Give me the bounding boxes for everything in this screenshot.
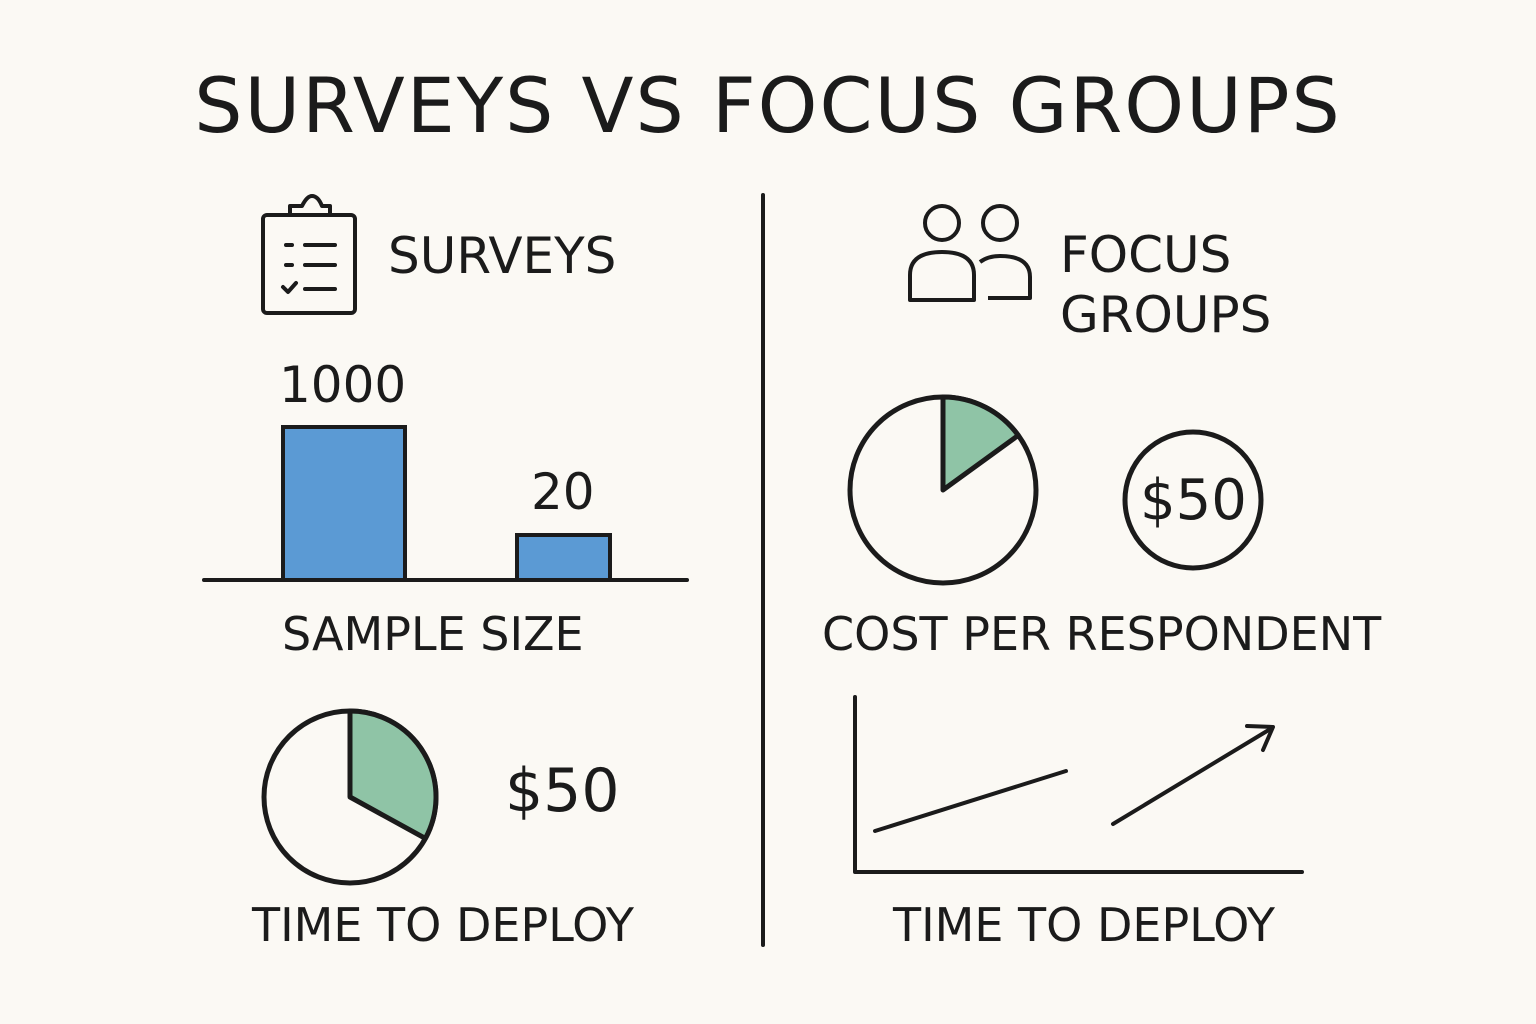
cost-per-respondent-label: COST PER RESPONDENT — [822, 607, 1382, 661]
bar-focus-groups — [515, 533, 612, 582]
chart-axes — [853, 695, 1304, 874]
focus-heading-line1: FOCUS — [1060, 226, 1232, 284]
bar-surveys — [281, 425, 407, 582]
sample-size-label: SAMPLE SIZE — [282, 607, 584, 661]
surveys-deploy-label: TIME TO DEPLOY — [252, 898, 634, 952]
focus-deploy-line-chart — [853, 695, 1304, 874]
people-group-icon — [908, 204, 1032, 302]
focus-deploy-label: TIME TO DEPLOY — [893, 898, 1275, 952]
arrow-up-right-icon — [1245, 724, 1275, 752]
focus-heading-line2: GROUPS — [1060, 286, 1272, 344]
surveys-deploy-pie — [261, 708, 439, 886]
sample-size-bar-chart — [202, 425, 689, 582]
trend-line-2 — [1111, 726, 1274, 826]
surveys-price: $50 — [505, 756, 620, 826]
pie-slice-surveys — [347, 708, 439, 841]
pie-slice-focus — [940, 394, 1021, 493]
clipboard-checklist-icon — [261, 194, 357, 315]
surveys-heading: SURVEYS — [388, 227, 617, 285]
bar-label-1000: 1000 — [279, 356, 407, 414]
focus-cost-pie — [847, 394, 1039, 586]
trend-line-1 — [873, 769, 1068, 833]
price-badge-circle — [1122, 429, 1264, 571]
page-title: SURVEYS VS FOCUS GROUPS — [194, 61, 1342, 150]
focus-price: $50 — [1140, 468, 1247, 533]
bar-label-20: 20 — [531, 463, 595, 521]
